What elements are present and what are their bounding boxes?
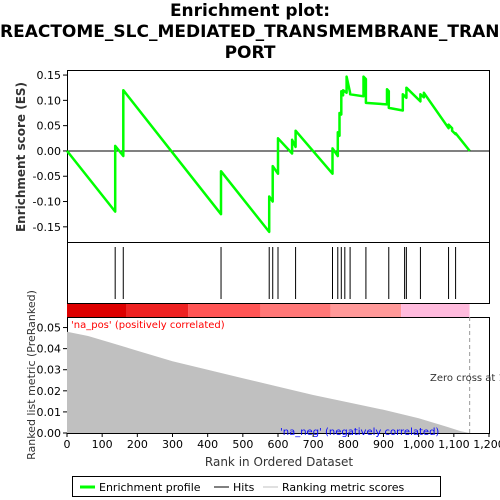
legend-metric-label: Ranking metric scores bbox=[282, 481, 404, 494]
x-tick-label: 0 bbox=[64, 438, 71, 451]
x-tick-label: 600 bbox=[268, 438, 289, 451]
x-tick-label: 300 bbox=[162, 438, 183, 451]
metric-y-tick-label: 0.00 bbox=[37, 427, 62, 440]
es-y-axis-label: Enrichment score (ES) bbox=[14, 82, 28, 232]
zero-cross-label: Zero cross at 1145 bbox=[430, 373, 500, 384]
es-y-tick-label: 0.05 bbox=[37, 120, 62, 133]
x-tick-label: 100 bbox=[92, 438, 113, 451]
color-bar-segment bbox=[330, 304, 402, 317]
es-y-tick-label: -0.10 bbox=[33, 196, 61, 209]
es-y-tick-label: 0.10 bbox=[37, 94, 62, 107]
x-tick-label: 200 bbox=[127, 438, 148, 451]
x-tick-label: 800 bbox=[338, 438, 359, 451]
x-tick-label: 1,200 bbox=[473, 438, 500, 451]
color-bar-segment bbox=[126, 304, 189, 317]
x-axis-label: Rank in Ordered Dataset bbox=[205, 455, 353, 469]
x-tick-label: 900 bbox=[373, 438, 394, 451]
color-bar-segment bbox=[260, 304, 331, 317]
es-y-tick-label: -0.05 bbox=[33, 170, 61, 183]
x-tick-label: 700 bbox=[303, 438, 324, 451]
metric-y-tick-label: 0.01 bbox=[37, 406, 62, 419]
x-tick-label: 1,100 bbox=[438, 438, 470, 451]
es-plot-area bbox=[66, 75, 489, 234]
es-y-tick-label: 0.15 bbox=[37, 69, 62, 82]
legend-enrichment-label: Enrichment profile bbox=[99, 481, 201, 494]
chart-title-line3: PORT bbox=[224, 43, 276, 63]
rank-x-axis: 0 100 200 300 400 500 600 700 800 900 1,000 1,100 1,… bbox=[64, 433, 500, 451]
x-tick-label: 400 bbox=[197, 438, 218, 451]
color-bar-segment bbox=[401, 304, 470, 317]
metric-y-tick-label: 0.02 bbox=[37, 385, 62, 398]
metric-y-tick-label: 0.05 bbox=[37, 322, 62, 335]
es-y-tick-label: -0.15 bbox=[33, 221, 61, 234]
metric-y-axis: 0.00 0.01 0.02 0.03 0.04 0.05 bbox=[37, 322, 67, 440]
metric-y-tick-label: 0.03 bbox=[37, 364, 62, 377]
ranking-metric-area bbox=[67, 331, 470, 433]
pos-correlated-label: 'na_pos' (positively correlated) bbox=[71, 320, 225, 331]
color-bar-segment bbox=[188, 304, 261, 317]
chart-title-line1: Enrichment plot: bbox=[169, 1, 331, 21]
color-bar-segment bbox=[469, 304, 489, 317]
neg-correlated-label: 'na_neg' (negatively correlated) bbox=[280, 427, 439, 438]
hit-markers bbox=[114, 247, 457, 299]
x-tick-label: 500 bbox=[232, 438, 253, 451]
es-y-axis: -0.15 -0.10 -0.05 0.00 0.05 0.10 0.15 bbox=[33, 69, 67, 234]
enrichment-profile-line bbox=[66, 75, 471, 234]
metric-y-axis-label: Ranked list metric (PreRanked) bbox=[25, 290, 38, 460]
legend-hits-label: Hits bbox=[233, 481, 255, 494]
metric-plot-area bbox=[67, 317, 471, 433]
es-y-tick-label: 0.00 bbox=[37, 145, 62, 158]
x-tick-label: 1,000 bbox=[403, 438, 435, 451]
color-bar-segment bbox=[67, 304, 127, 317]
metric-y-tick-label: 0.04 bbox=[37, 343, 62, 356]
rank-color-bar bbox=[67, 304, 489, 317]
chart-title-line2: REACTOME_SLC_MEDIATED_TRANSMEMBRANE_TRAN… bbox=[0, 22, 500, 42]
legend-box bbox=[72, 476, 441, 497]
